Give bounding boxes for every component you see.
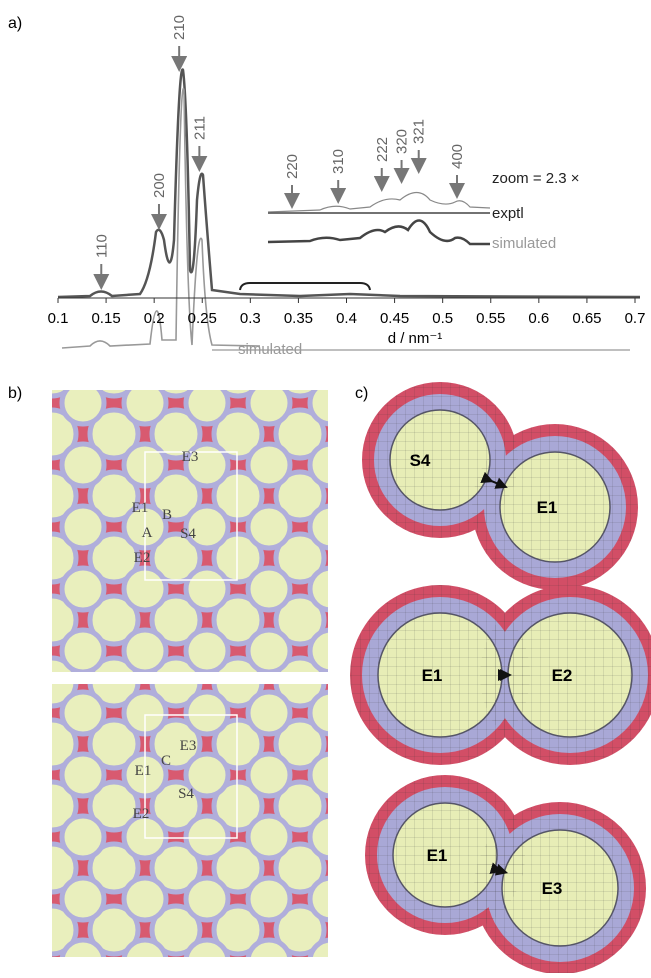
peak-label: 220	[284, 154, 301, 179]
sphere-label: E3	[542, 879, 563, 898]
site-label: E2	[133, 806, 150, 822]
peak-label: 400	[449, 144, 466, 169]
sphere-label: S4	[410, 451, 431, 470]
structure-map	[52, 684, 328, 957]
panel-label: a)	[8, 15, 22, 32]
x-tick-label: 0.6	[528, 310, 549, 327]
x-tick-label: 0.2	[144, 310, 165, 327]
panel-label: c)	[355, 385, 368, 402]
figure: a) zoom = 2.3 × exptl simulated simulate…	[0, 0, 651, 973]
x-tick-label: 0.45	[380, 310, 409, 327]
panel-a: a) zoom = 2.3 × exptl simulated simulate…	[8, 15, 645, 358]
site-label: E3	[182, 449, 199, 465]
panel-c: c) S4 E1 E1 E2 E1 E3	[350, 382, 651, 973]
site-label: E1	[132, 500, 149, 516]
x-tick-label: 0.4	[336, 310, 357, 327]
panel-b: b) E3 E1 BA S4 E2 E3 E1 C S4 E2	[8, 385, 328, 957]
peak-label: 110	[93, 234, 110, 258]
simulated-label: simulated	[492, 235, 556, 252]
peak-label: 222	[374, 137, 391, 162]
site-label: E3	[180, 738, 197, 754]
site-label: E2	[134, 550, 151, 566]
x-tick-label: 0.35	[284, 310, 313, 327]
sphere-label: E1	[427, 846, 448, 865]
site-label: E1	[135, 763, 152, 779]
site-label: B	[162, 507, 172, 523]
peak-label: 320	[394, 129, 411, 154]
site-label: A	[142, 525, 153, 541]
x-tick-label: 0.5	[432, 310, 453, 327]
x-tick-label: 0.1	[48, 310, 69, 327]
simulated-label: simulated	[238, 341, 302, 358]
x-tick-label: 0.15	[91, 310, 120, 327]
peak-label: 321	[411, 119, 428, 144]
site-label: C	[161, 753, 171, 769]
x-tick-label: 0.55	[476, 310, 505, 327]
sphere-label: E1	[422, 666, 443, 685]
zoom-label: zoom = 2.3 ×	[492, 170, 580, 187]
sphere-label: E2	[552, 666, 573, 685]
x-tick-label: 0.7	[625, 310, 646, 327]
inset-simulated-curve	[268, 220, 490, 244]
x-tick-label: 0.25	[188, 310, 217, 327]
panel-label: b)	[8, 385, 22, 402]
peak-label: 310	[330, 149, 347, 174]
x-axis-label: d / nm⁻¹	[388, 330, 443, 347]
inset-exptl-curve	[268, 193, 490, 213]
x-tick-label: 0.65	[572, 310, 601, 327]
exptl-label: exptl	[492, 205, 524, 222]
site-label: S4	[178, 786, 194, 802]
peak-label: 210	[171, 15, 188, 40]
zoom-bracket	[240, 283, 370, 290]
sphere-label: E1	[537, 498, 558, 517]
site-label: S4	[180, 526, 196, 542]
peak-label: 211	[191, 116, 208, 140]
peak-label: 200	[151, 173, 168, 198]
x-tick-label: 0.3	[240, 310, 261, 327]
